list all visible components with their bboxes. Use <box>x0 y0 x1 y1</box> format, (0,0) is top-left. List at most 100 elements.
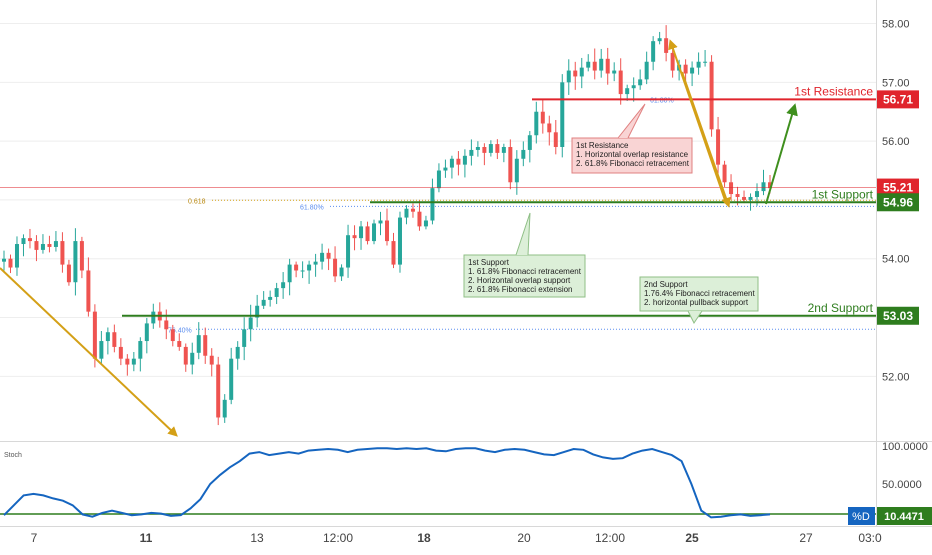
time-tick-label: 20 <box>517 531 531 545</box>
candle-body <box>203 335 208 356</box>
candlestick-series <box>2 25 772 426</box>
time-axis[interactable]: 7 11 13 12:00 18 20 12:00 25 27 03:0 <box>31 531 882 545</box>
candle-body <box>216 364 221 418</box>
price-badge <box>877 90 919 109</box>
candle-body <box>2 258 6 262</box>
candle-body <box>164 320 169 330</box>
candle-body <box>599 58 604 71</box>
candle-body <box>690 67 695 74</box>
candle-body <box>196 335 201 353</box>
candle-body <box>79 241 84 271</box>
candle-body <box>281 282 286 289</box>
annotation-resistance-box <box>571 137 693 174</box>
annotation-line: 2. Horizontal overlap support <box>468 276 571 285</box>
annotation-line: 2. horizontal pullback support <box>644 298 749 307</box>
fib-7640-label: 76.40% <box>168 327 192 334</box>
stoch-value-badge <box>877 507 932 525</box>
price-axis[interactable]: 52.0053.0054.0055.0056.0057.0058.00100.0… <box>882 19 928 491</box>
stoch-d-line <box>3 447 771 519</box>
price-tick-label: 58.00 <box>882 19 910 31</box>
candle-body <box>592 61 597 71</box>
candle-body <box>683 64 688 74</box>
candle-body <box>761 182 766 192</box>
candle-body <box>612 70 617 74</box>
candle-body <box>716 129 721 165</box>
candle-body <box>118 346 123 359</box>
candle-body <box>99 341 104 359</box>
annotation-line: 1st Support <box>468 258 510 267</box>
annotation-support-1[interactable]: 1st Support 1. 61.8% Fibonacci retraceme… <box>463 212 586 298</box>
candle-body <box>190 352 195 365</box>
candle-body <box>703 61 708 63</box>
annotation-support-2[interactable]: 2nd Support 1.76.4% Fibonacci retracemen… <box>639 276 759 324</box>
price-tick-label: 57.00 <box>882 77 910 89</box>
stoch-tick-label: 100.0000 <box>882 441 928 453</box>
candle-body <box>521 149 526 159</box>
candle-body <box>768 182 772 189</box>
candle-body <box>573 70 578 77</box>
time-tick-label: 25 <box>685 531 699 545</box>
candle-body <box>709 61 714 130</box>
fib-6180-top-label: 61.80% <box>650 97 674 104</box>
stoch-value-label: 10.4471 <box>884 511 924 523</box>
candle-body <box>748 196 753 200</box>
candle-body <box>105 332 110 342</box>
candle-body <box>508 147 513 183</box>
candle-body <box>742 196 747 200</box>
candle-body <box>618 70 623 95</box>
annotation-line: 2nd Support <box>644 280 688 289</box>
candle-body <box>144 323 149 342</box>
candle-body <box>560 82 565 147</box>
candle-body <box>268 296 273 300</box>
price-badge <box>877 306 919 325</box>
candle-body <box>248 317 253 330</box>
candle-body <box>40 244 45 250</box>
candle-body <box>625 88 630 95</box>
candle-body <box>287 264 292 283</box>
candle-body <box>488 144 493 153</box>
time-tick-label: 12:00 <box>323 531 353 545</box>
candle-body <box>313 261 318 265</box>
annotation-line: 1.76.4% Fibonacci retracement <box>644 289 756 298</box>
candle-body <box>495 144 500 153</box>
annotation-resistance[interactable]: 1st Resistance 1. Horizontal overlap res… <box>571 103 693 174</box>
time-tick-label: 18 <box>417 531 431 545</box>
candle-body <box>651 41 656 62</box>
candle-body <box>410 208 415 212</box>
candle-body <box>333 258 338 277</box>
annotation-line: 1. Horizontal overlap resistance <box>576 150 689 159</box>
candle-body <box>462 155 467 165</box>
candle-body <box>274 288 279 297</box>
time-tick-label: 27 <box>799 531 813 545</box>
fibonacci-lines: 0.618 61.80% 76.40% 61.80% <box>168 97 876 334</box>
annotation-support-2-pointer <box>687 310 703 324</box>
price-badge-label: 55.21 <box>883 181 913 195</box>
annotation-support-2-box <box>639 276 759 312</box>
annotation-line: 2. 61.8% Fibonacci extension <box>468 285 573 294</box>
candle-body <box>722 164 727 183</box>
candle-body <box>66 264 71 283</box>
candle-body <box>53 241 58 247</box>
candle-body <box>696 61 701 68</box>
candle-body <box>255 305 260 318</box>
candle-body <box>729 182 734 195</box>
candle-body <box>320 252 325 262</box>
candle-body <box>482 147 487 153</box>
candle-body <box>242 329 247 347</box>
candle-body <box>229 358 234 400</box>
price-badge <box>877 178 919 197</box>
time-tick-label: 12:00 <box>595 531 625 545</box>
price-tick-label: 52.00 <box>882 371 910 383</box>
candle-body <box>177 341 182 347</box>
retrace-arrow-up <box>668 39 727 204</box>
annotation-line: 1st Resistance <box>576 141 629 150</box>
candle-body <box>378 220 383 224</box>
candle-body <box>47 244 52 247</box>
candle-body <box>183 346 188 365</box>
candle-body <box>34 241 39 250</box>
time-tick-label: 7 <box>31 531 38 545</box>
level-lines: 1st Resistance 1st Support 2nd Support <box>0 84 876 317</box>
candle-body <box>469 149 474 156</box>
arrows <box>0 39 798 437</box>
